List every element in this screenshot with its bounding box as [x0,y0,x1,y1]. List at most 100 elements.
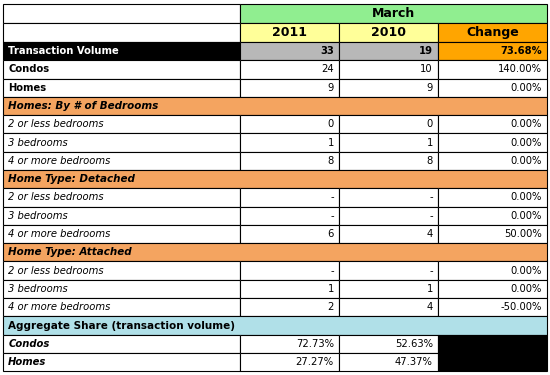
Bar [3,42,240,60]
Bar [438,134,547,152]
Bar [240,134,339,152]
Bar [438,188,547,207]
Bar [339,152,438,170]
Bar [438,152,547,170]
Text: 2: 2 [327,302,334,312]
Bar [3,334,240,353]
Bar [3,78,240,97]
Text: 9: 9 [327,83,334,93]
Bar [240,188,339,207]
Text: 2 or less bedrooms: 2 or less bedrooms [8,266,104,276]
Text: 4 or more bedrooms: 4 or more bedrooms [8,156,111,166]
Text: March: March [372,7,415,20]
Bar [240,152,339,170]
Bar [240,4,547,23]
Text: 33: 33 [320,46,334,56]
Bar [438,60,547,78]
Bar [3,280,240,298]
Text: 3 bedrooms: 3 bedrooms [8,138,68,148]
Text: 4: 4 [427,302,433,312]
Bar [240,207,339,225]
Bar [339,23,438,42]
Bar [3,152,240,170]
Bar [3,23,240,42]
Bar [438,261,547,280]
Bar [3,353,240,371]
Bar [438,23,547,42]
Bar [339,280,438,298]
Bar [240,188,339,207]
Bar [240,225,339,243]
Bar [3,115,240,134]
Bar [438,78,547,97]
Text: 0.00%: 0.00% [510,192,542,202]
Text: 1: 1 [426,138,433,148]
Bar [240,42,339,60]
Bar [339,298,438,316]
Text: 9: 9 [426,83,433,93]
Bar [3,207,240,225]
Text: -: - [330,211,334,221]
Text: 3 bedrooms: 3 bedrooms [8,284,68,294]
Text: -: - [330,266,334,276]
Bar [3,60,240,78]
Bar [339,225,438,243]
Text: 140.00%: 140.00% [498,64,542,74]
Bar [240,353,339,371]
Bar [3,134,240,152]
Text: Transaction Volume: Transaction Volume [8,46,119,56]
Bar [339,188,438,207]
Bar [3,207,240,225]
Bar [240,134,339,152]
Bar [3,225,240,243]
Bar [240,261,339,280]
Bar [339,134,438,152]
Text: Home Type: Attached: Home Type: Attached [8,248,132,257]
Bar [240,298,339,316]
Text: 2 or less bedrooms: 2 or less bedrooms [8,119,104,129]
Bar [438,78,547,97]
Bar [240,334,339,353]
Bar [240,23,339,42]
Bar [240,4,547,23]
Text: 8: 8 [328,156,334,166]
Bar [438,207,547,225]
Bar [438,23,547,42]
Bar [438,42,547,60]
Text: 0.00%: 0.00% [510,138,542,148]
Bar [3,316,547,334]
Bar [3,334,240,353]
Bar [438,298,547,316]
Bar [339,42,438,60]
Text: -: - [330,192,334,202]
Bar [438,334,547,353]
Bar [339,78,438,97]
Text: -: - [429,192,433,202]
Text: 10: 10 [420,64,433,74]
Bar [438,115,547,134]
Bar [3,298,240,316]
Text: -50.00%: -50.00% [500,302,542,312]
Text: 4 or more bedrooms: 4 or more bedrooms [8,229,111,239]
Text: 1: 1 [426,284,433,294]
Text: Change: Change [466,26,519,39]
Bar [240,298,339,316]
Text: 0.00%: 0.00% [510,83,542,93]
Bar [438,207,547,225]
Bar [3,188,240,207]
Bar [3,115,240,134]
Bar [339,42,438,60]
Bar [438,261,547,280]
Bar [240,115,339,134]
Bar [240,60,339,78]
Bar [438,225,547,243]
Bar [3,170,547,188]
Text: 52.63%: 52.63% [395,339,433,349]
Bar [240,334,339,353]
Text: 2 or less bedrooms: 2 or less bedrooms [8,192,104,202]
Bar [339,188,438,207]
Text: 19: 19 [419,46,433,56]
Bar [240,225,339,243]
Text: Home Type: Detached: Home Type: Detached [8,174,135,184]
Bar [339,60,438,78]
